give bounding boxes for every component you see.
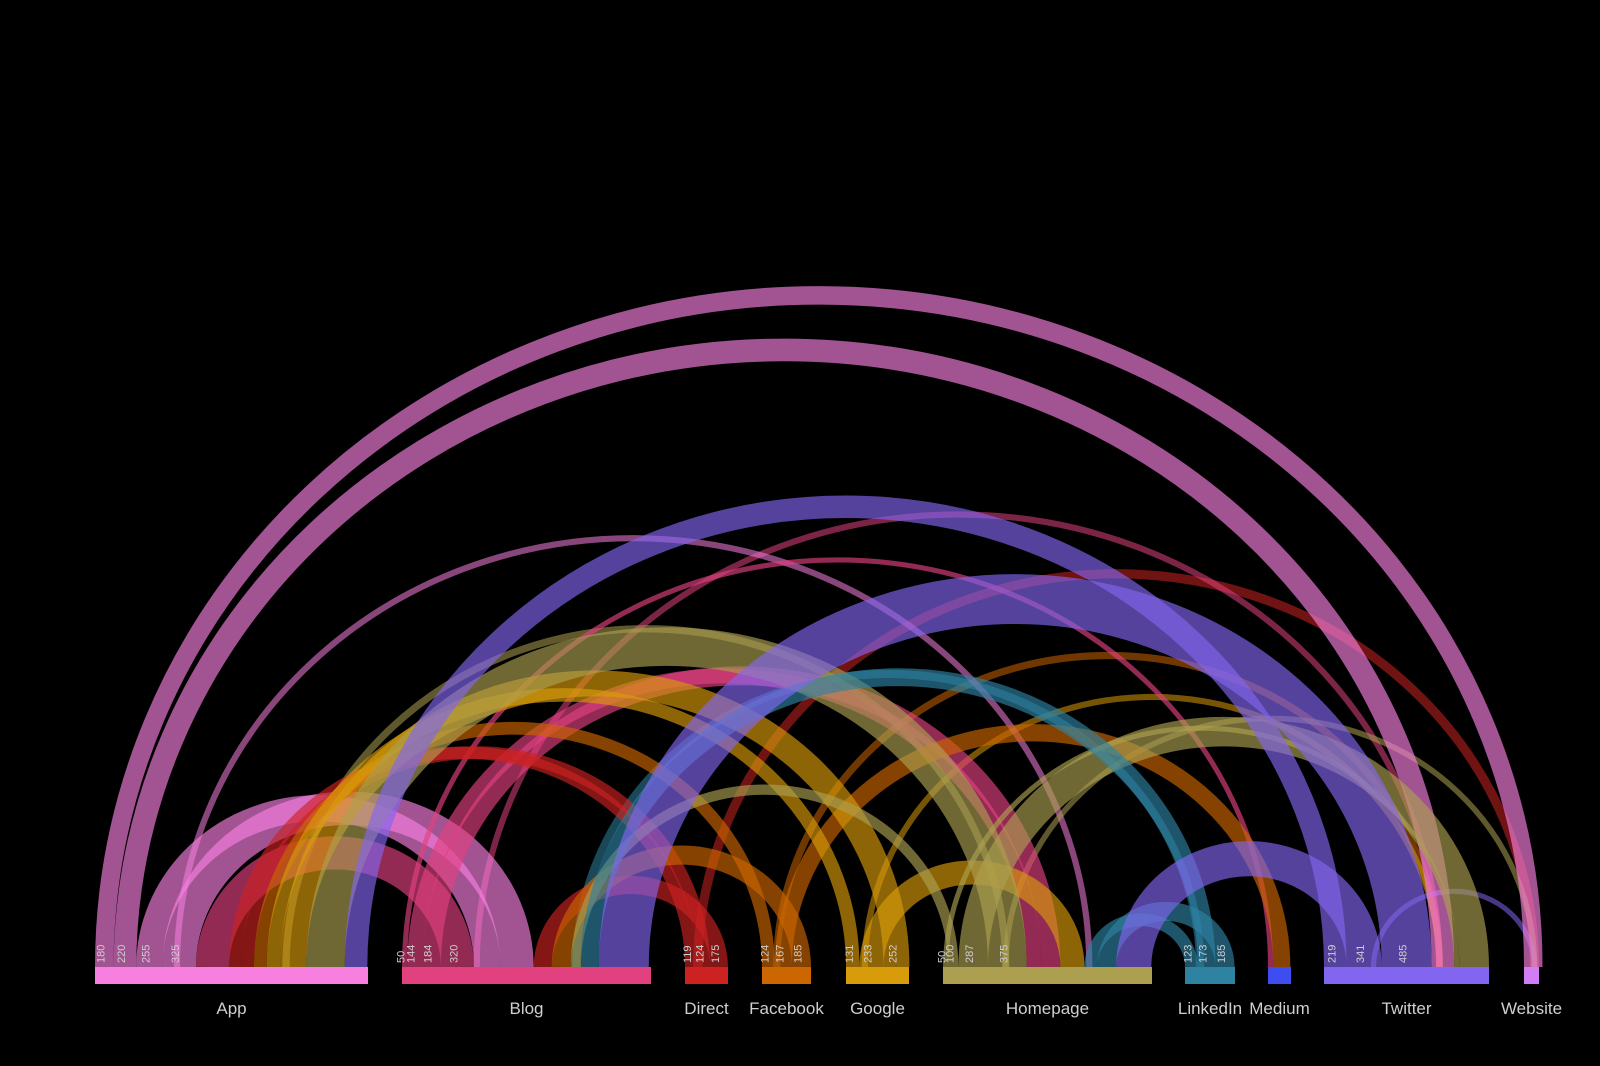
svg-text:Direct: Direct [684,999,729,1018]
svg-text:233: 233 [862,945,874,963]
svg-text:119: 119 [682,945,694,963]
svg-text:131: 131 [844,945,856,963]
svg-text:185: 185 [1216,945,1228,963]
svg-text:124: 124 [695,945,707,963]
svg-text:App: App [216,999,246,1018]
svg-text:220: 220 [116,945,128,963]
svg-text:175: 175 [710,945,722,963]
svg-text:325: 325 [170,945,182,963]
svg-text:287: 287 [964,945,976,963]
svg-text:124: 124 [759,945,771,963]
svg-text:173: 173 [1198,945,1210,963]
svg-text:144: 144 [406,945,418,963]
svg-text:185: 185 [793,945,805,963]
svg-text:375: 375 [998,945,1010,963]
svg-text:252: 252 [887,945,899,963]
svg-text:Homepage: Homepage [1006,999,1089,1018]
svg-text:485: 485 [1398,945,1410,963]
svg-text:Facebook: Facebook [749,999,824,1018]
svg-text:219: 219 [1326,945,1338,963]
svg-text:Twitter: Twitter [1381,999,1431,1018]
svg-text:Blog: Blog [509,999,543,1018]
svg-text:Website: Website [1501,999,1562,1018]
svg-text:255: 255 [140,945,152,963]
svg-text:341: 341 [1355,945,1367,963]
svg-text:LinkedIn: LinkedIn [1178,999,1242,1018]
svg-text:167: 167 [774,945,786,963]
svg-text:Google: Google [850,999,905,1018]
svg-text:184: 184 [422,945,434,963]
svg-text:100: 100 [944,945,956,963]
svg-text:320: 320 [448,945,460,963]
svg-text:123: 123 [1182,945,1194,963]
svg-text:180: 180 [95,945,107,963]
svg-text:Medium: Medium [1249,999,1309,1018]
